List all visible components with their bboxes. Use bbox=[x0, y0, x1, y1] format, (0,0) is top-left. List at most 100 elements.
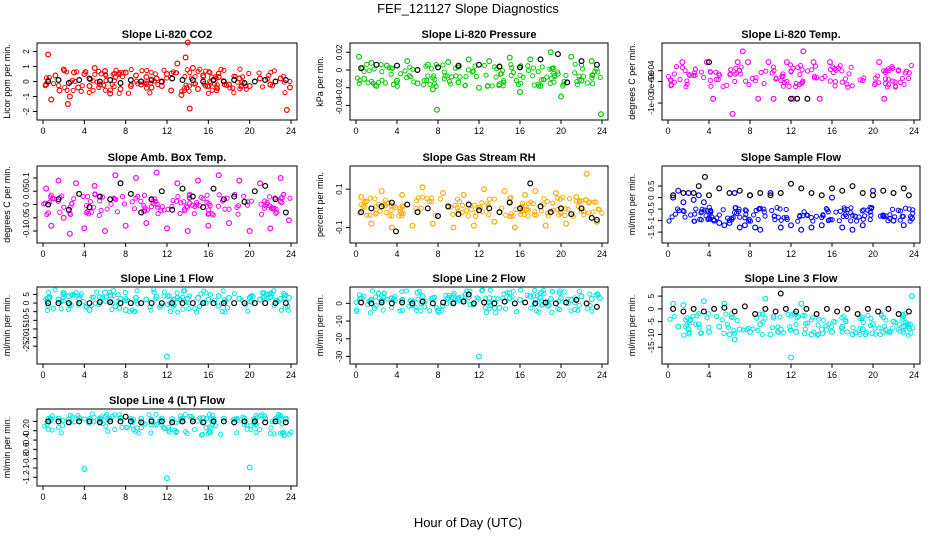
data-point bbox=[153, 75, 160, 82]
data-point bbox=[396, 213, 402, 219]
plot-frame bbox=[36, 42, 298, 121]
data-point bbox=[383, 62, 390, 69]
data-point bbox=[778, 77, 784, 84]
data-point bbox=[386, 200, 392, 206]
scatter-cloud bbox=[41, 191, 293, 218]
data-point bbox=[849, 331, 856, 338]
data-point bbox=[816, 95, 823, 102]
data-point bbox=[70, 87, 76, 94]
data-point bbox=[143, 73, 150, 80]
data-point bbox=[445, 203, 452, 210]
data-point bbox=[795, 64, 801, 70]
data-point bbox=[515, 82, 522, 88]
data-point bbox=[751, 212, 757, 218]
data-point bbox=[854, 311, 861, 318]
data-point bbox=[375, 290, 382, 296]
data-point bbox=[414, 209, 421, 216]
data-point bbox=[573, 193, 580, 200]
data-point bbox=[746, 81, 752, 88]
data-point bbox=[872, 331, 879, 337]
data-point bbox=[506, 290, 512, 296]
data-point bbox=[463, 208, 469, 214]
y-axis-label: degrees C per min. bbox=[2, 166, 12, 243]
data-point bbox=[256, 70, 262, 76]
data-point bbox=[58, 430, 64, 436]
data-point bbox=[173, 430, 179, 436]
data-point bbox=[422, 298, 428, 304]
data-point bbox=[885, 305, 892, 312]
data-point bbox=[414, 66, 421, 73]
data-point bbox=[267, 225, 274, 232]
data-point bbox=[734, 317, 740, 324]
data-point bbox=[60, 295, 66, 301]
data-point bbox=[476, 353, 483, 360]
data-point bbox=[900, 314, 906, 320]
data-point bbox=[465, 56, 472, 63]
data-point bbox=[823, 327, 830, 333]
data-point bbox=[828, 185, 835, 192]
data-point bbox=[114, 209, 121, 215]
data-point bbox=[844, 329, 850, 335]
data-point bbox=[867, 217, 873, 223]
data-point bbox=[111, 84, 117, 90]
data-point bbox=[127, 190, 134, 197]
data-point bbox=[468, 206, 474, 213]
data-point bbox=[237, 66, 243, 72]
data-point bbox=[769, 207, 775, 214]
data-point bbox=[96, 299, 103, 306]
data-point bbox=[173, 70, 180, 76]
data-point bbox=[910, 207, 916, 213]
data-point bbox=[122, 289, 128, 296]
data-point bbox=[518, 211, 524, 217]
data-point bbox=[721, 330, 727, 337]
data-point bbox=[55, 415, 62, 422]
data-point bbox=[189, 300, 196, 307]
data-point bbox=[557, 93, 564, 100]
data-point bbox=[530, 65, 537, 71]
panel-title: Slope Gas Stream RH bbox=[422, 152, 535, 164]
data-point bbox=[164, 353, 171, 360]
data-point bbox=[767, 190, 774, 197]
data-point bbox=[531, 301, 538, 308]
data-point bbox=[465, 291, 472, 298]
data-point bbox=[112, 303, 119, 310]
data-point bbox=[588, 58, 595, 65]
data-point bbox=[267, 81, 274, 88]
data-point bbox=[848, 64, 854, 70]
data-point bbox=[908, 62, 914, 69]
data-point bbox=[107, 299, 114, 306]
data-point bbox=[251, 418, 258, 425]
y-axis-label: ml/min per min. bbox=[2, 295, 12, 357]
data-point bbox=[804, 68, 811, 74]
data-point bbox=[597, 74, 603, 81]
data-point bbox=[207, 430, 213, 436]
data-point bbox=[839, 323, 846, 330]
data-point bbox=[203, 68, 209, 74]
data-point bbox=[462, 291, 468, 297]
data-point bbox=[585, 200, 592, 206]
data-point bbox=[769, 325, 776, 331]
data-point bbox=[420, 194, 426, 200]
data-point bbox=[860, 78, 866, 84]
data-point bbox=[406, 303, 412, 309]
data-point bbox=[241, 198, 248, 205]
data-point bbox=[258, 201, 264, 207]
data-point bbox=[462, 83, 468, 89]
data-point bbox=[537, 56, 544, 63]
data-point bbox=[170, 69, 176, 75]
data-point bbox=[216, 192, 222, 198]
data-point bbox=[707, 77, 713, 84]
data-point bbox=[721, 300, 728, 307]
data-point bbox=[839, 79, 845, 85]
data-point bbox=[367, 212, 373, 218]
data-point bbox=[158, 188, 165, 195]
data-point bbox=[404, 58, 411, 65]
data-point bbox=[368, 220, 375, 227]
data-point bbox=[138, 81, 145, 88]
data-point bbox=[897, 79, 903, 85]
data-point bbox=[690, 190, 697, 197]
data-point bbox=[861, 75, 867, 81]
data-point bbox=[182, 412, 188, 418]
data-point bbox=[273, 210, 279, 216]
data-point bbox=[852, 330, 859, 336]
